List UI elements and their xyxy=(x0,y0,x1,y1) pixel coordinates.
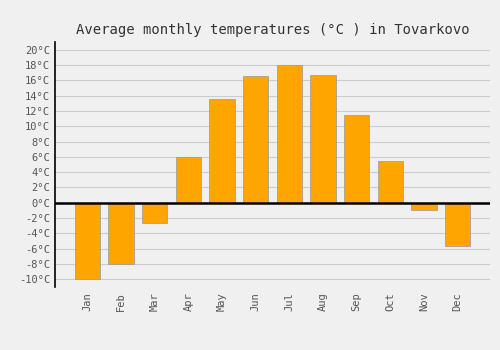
Bar xyxy=(108,203,134,264)
Title: Average monthly temperatures (°C ) in Tovarkovo: Average monthly temperatures (°C ) in To… xyxy=(76,23,469,37)
Bar xyxy=(378,161,403,203)
Bar xyxy=(445,203,470,246)
Bar xyxy=(310,75,336,203)
Bar xyxy=(344,115,370,203)
Bar xyxy=(276,65,302,203)
Bar xyxy=(142,203,168,223)
Bar xyxy=(243,76,268,203)
Bar xyxy=(176,157,201,203)
Bar xyxy=(210,99,234,203)
Bar xyxy=(412,203,436,210)
Bar xyxy=(75,203,100,279)
